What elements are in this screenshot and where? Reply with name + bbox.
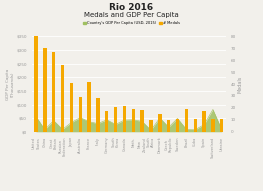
Bar xyxy=(185,109,188,132)
Text: Rio 2016: Rio 2016 xyxy=(109,3,154,12)
Bar xyxy=(167,120,170,132)
Legend: Country's GDP Per Capita (USD, 2015), # Medals: Country's GDP Per Capita (USD, 2015), # … xyxy=(82,20,181,27)
Bar xyxy=(79,97,82,132)
Bar xyxy=(123,105,126,132)
Bar xyxy=(194,119,197,132)
Bar xyxy=(114,107,117,132)
Y-axis label: Medals: Medals xyxy=(238,75,243,93)
Bar xyxy=(211,119,215,132)
Bar xyxy=(220,119,224,132)
Bar xyxy=(96,98,100,132)
Y-axis label: GDP Per Capita
(Thousands): GDP Per Capita (Thousands) xyxy=(6,68,15,100)
Bar xyxy=(132,109,135,132)
Text: Medals and GDP Per Capita: Medals and GDP Per Capita xyxy=(84,12,179,18)
Bar xyxy=(34,0,38,132)
Bar xyxy=(158,114,161,132)
Bar xyxy=(105,112,108,132)
Bar xyxy=(52,52,55,132)
Bar xyxy=(43,48,47,132)
Bar xyxy=(61,65,64,132)
Bar xyxy=(70,83,73,132)
Bar xyxy=(176,119,179,132)
Bar xyxy=(87,82,91,132)
Bar xyxy=(203,112,206,132)
Bar xyxy=(140,110,144,132)
Bar xyxy=(149,120,153,132)
